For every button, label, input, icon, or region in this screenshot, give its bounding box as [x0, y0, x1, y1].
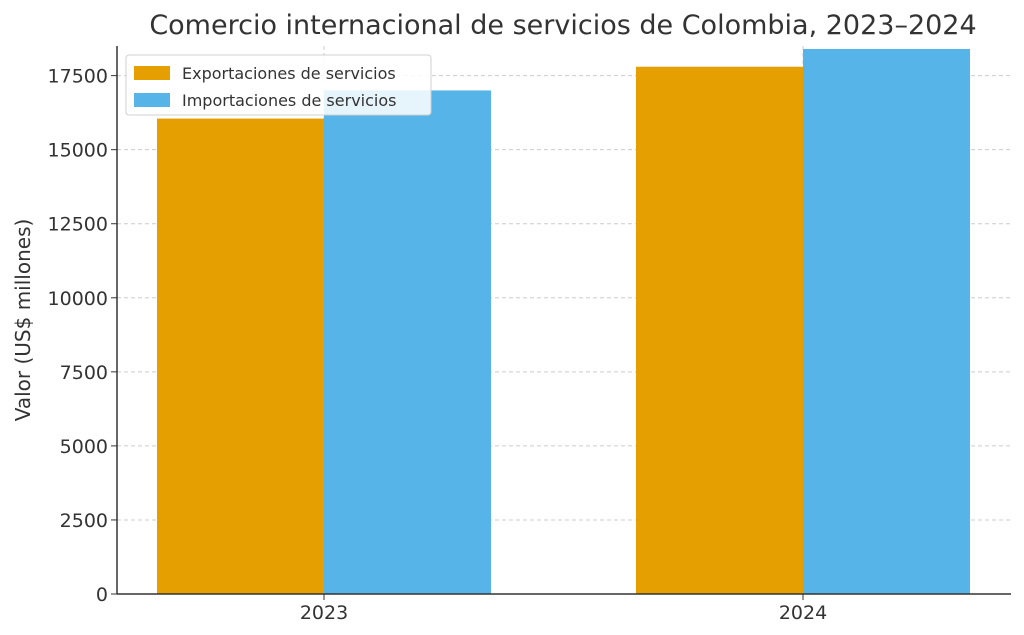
y-tick-label: 12500 [48, 214, 108, 236]
y-tick-label: 10000 [48, 288, 108, 310]
legend-box [125, 54, 432, 116]
chart-title: Comercio internacional de servicios de C… [149, 10, 976, 41]
y-tick-label: 0 [96, 584, 108, 606]
bars [157, 48, 970, 595]
bar-importaciones-2024 [803, 48, 970, 595]
legend-swatch [134, 66, 170, 80]
y-tick-label: 15000 [48, 140, 108, 162]
y-axis-ticks: 0 2500 5000 7500 10000 12500 15000 17500 [48, 66, 117, 606]
legend: Exportaciones de servicios Importaciones … [125, 54, 432, 116]
axes [116, 46, 1011, 595]
y-tick-label: 17500 [48, 66, 108, 88]
bar-exportaciones-2023 [157, 118, 324, 595]
legend-swatch [134, 93, 170, 107]
y-tick-label: 2500 [60, 510, 108, 532]
x-tick-label: 2024 [779, 602, 827, 624]
bar-exportaciones-2024 [636, 66, 803, 595]
y-tick-label: 5000 [60, 436, 108, 458]
y-axis-label: Valor (US$ millones) [11, 219, 35, 422]
legend-label: Exportaciones de servicios [182, 64, 396, 83]
x-axis-ticks: 2023 2024 [300, 594, 827, 624]
legend-label: Importaciones de servicios [182, 91, 396, 110]
y-tick-label: 7500 [60, 362, 108, 384]
x-tick-label: 2023 [300, 602, 348, 624]
bar-importaciones-2023 [324, 90, 491, 594]
